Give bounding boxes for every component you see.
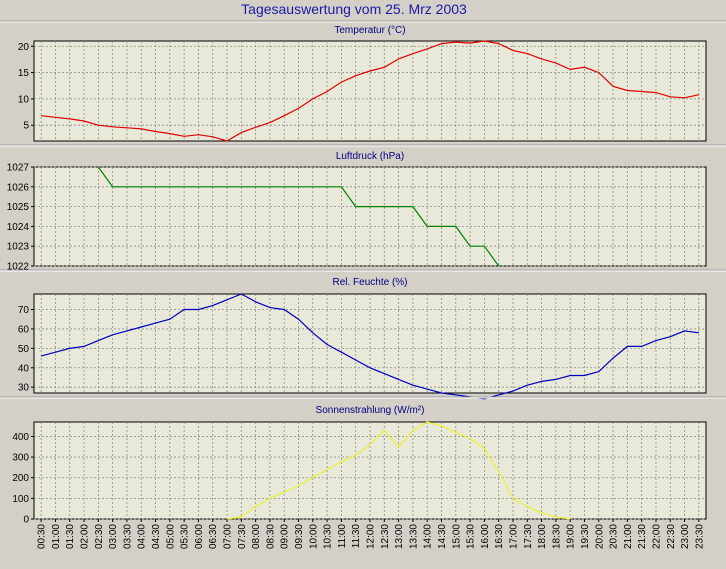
chart-panel-4: Sonnenstrahlung (W/m²) 0 100 200 300 400 xyxy=(0,396,726,526)
x-tick-label: 01:00 xyxy=(51,524,62,549)
x-tick-label: 03:30 xyxy=(122,524,133,549)
x-tick-label: 09:30 xyxy=(294,524,305,549)
x-tick-label: 07:30 xyxy=(237,524,248,549)
y-tick-label: 70 xyxy=(18,305,30,316)
y-tick-label: 5 xyxy=(23,121,29,132)
x-tick-label: 11:30 xyxy=(351,524,362,549)
x-tick-label: 07:00 xyxy=(223,524,234,549)
y-tick-label: 1025 xyxy=(7,202,30,213)
y-tick-label: 30 xyxy=(18,383,30,394)
x-tick-label: 22:30 xyxy=(666,524,677,549)
x-tick-label: 04:00 xyxy=(137,524,148,549)
series-line xyxy=(40,293,699,400)
x-tick-label: 10:00 xyxy=(308,524,319,549)
chart-panel-2: Luftdruck (hPa) 1022 1023 1024 1025 1026 1027 xyxy=(0,144,726,273)
y-tick-label: 1022 xyxy=(7,262,30,273)
panel-title: Sonnenstrahlung (W/m²) xyxy=(316,405,425,416)
y-tick-label: 1027 xyxy=(7,163,30,174)
y-tick-label: 400 xyxy=(12,432,29,443)
x-tick-label: 20:00 xyxy=(594,524,605,549)
y-tick-label: 40 xyxy=(18,363,30,374)
x-tick-label: 08:00 xyxy=(251,524,262,549)
x-tick-label: 15:30 xyxy=(466,524,477,549)
panel-title: Temperatur (°C) xyxy=(334,25,405,36)
y-tick-label: 100 xyxy=(12,494,29,505)
chart-panel-1: Temperatur (°C) 5 10 15 20 xyxy=(0,20,726,142)
y-tick-label: 20 xyxy=(18,42,30,53)
x-tick-label: 14:30 xyxy=(437,524,448,549)
y-tick-label: 1026 xyxy=(7,182,30,193)
x-tick-label: 03:00 xyxy=(108,524,119,549)
y-tick-label: 1023 xyxy=(7,242,30,253)
chart-panel-3: Rel. Feuchte (%) 30 40 50 60 70 xyxy=(0,269,726,400)
x-tick-label: 12:00 xyxy=(366,524,377,549)
x-tick-label: 19:30 xyxy=(580,524,591,549)
x-tick-label: 09:00 xyxy=(280,524,291,549)
y-tick-label: 0 xyxy=(23,515,29,526)
x-tick-label: 06:00 xyxy=(194,524,205,549)
series-line xyxy=(226,421,571,520)
series-line xyxy=(41,40,700,142)
x-axis: 00:30 01:00 01:30 02:00 02:30 03:00 03:30 04:00… xyxy=(37,519,705,549)
x-tick-label: 21:30 xyxy=(637,524,648,549)
y-tick-label: 50 xyxy=(18,344,30,355)
y-tick-label: 300 xyxy=(12,453,29,464)
x-tick-label: 10:30 xyxy=(323,524,334,549)
x-tick-label: 11:00 xyxy=(337,524,348,549)
x-tick-label: 04:30 xyxy=(151,524,162,549)
x-tick-label: 05:30 xyxy=(180,524,191,549)
x-tick-label: 23:30 xyxy=(694,524,705,549)
y-tick-label: 60 xyxy=(18,324,30,335)
y-tick-label: 10 xyxy=(18,94,30,105)
y-tick-label: 200 xyxy=(12,473,29,484)
x-tick-label: 18:00 xyxy=(537,524,548,549)
x-tick-label: 01:30 xyxy=(65,524,76,549)
x-tick-label: 22:00 xyxy=(651,524,662,549)
x-tick-label: 18:30 xyxy=(551,524,562,549)
series-line xyxy=(97,166,500,267)
x-tick-label: 20:30 xyxy=(609,524,620,549)
panel-title: Luftdruck (hPa) xyxy=(336,151,404,162)
panel-title: Rel. Feuchte (%) xyxy=(332,277,407,288)
x-tick-label: 12:30 xyxy=(380,524,391,549)
chart-main-title: Tagesauswertung vom 25. Mrz 2003 xyxy=(241,1,467,17)
y-tick-label: 15 xyxy=(18,68,30,79)
x-tick-label: 02:30 xyxy=(94,524,105,549)
x-tick-label: 15:00 xyxy=(451,524,462,549)
x-tick-label: 06:30 xyxy=(208,524,219,549)
x-tick-label: 16:30 xyxy=(494,524,505,549)
x-tick-label: 19:00 xyxy=(566,524,577,549)
x-tick-label: 13:30 xyxy=(408,524,419,549)
x-tick-label: 14:00 xyxy=(423,524,434,549)
x-tick-label: 08:30 xyxy=(265,524,276,549)
x-tick-label: 00:30 xyxy=(37,524,48,549)
x-tick-label: 13:00 xyxy=(394,524,405,549)
y-tick-label: 1024 xyxy=(7,222,30,233)
x-tick-label: 23:00 xyxy=(680,524,691,549)
x-tick-label: 16:00 xyxy=(480,524,491,549)
x-tick-label: 02:00 xyxy=(80,524,91,549)
x-tick-label: 21:00 xyxy=(623,524,634,549)
x-tick-label: 17:00 xyxy=(508,524,519,549)
x-tick-label: 05:00 xyxy=(165,524,176,549)
x-tick-label: 17:30 xyxy=(523,524,534,549)
